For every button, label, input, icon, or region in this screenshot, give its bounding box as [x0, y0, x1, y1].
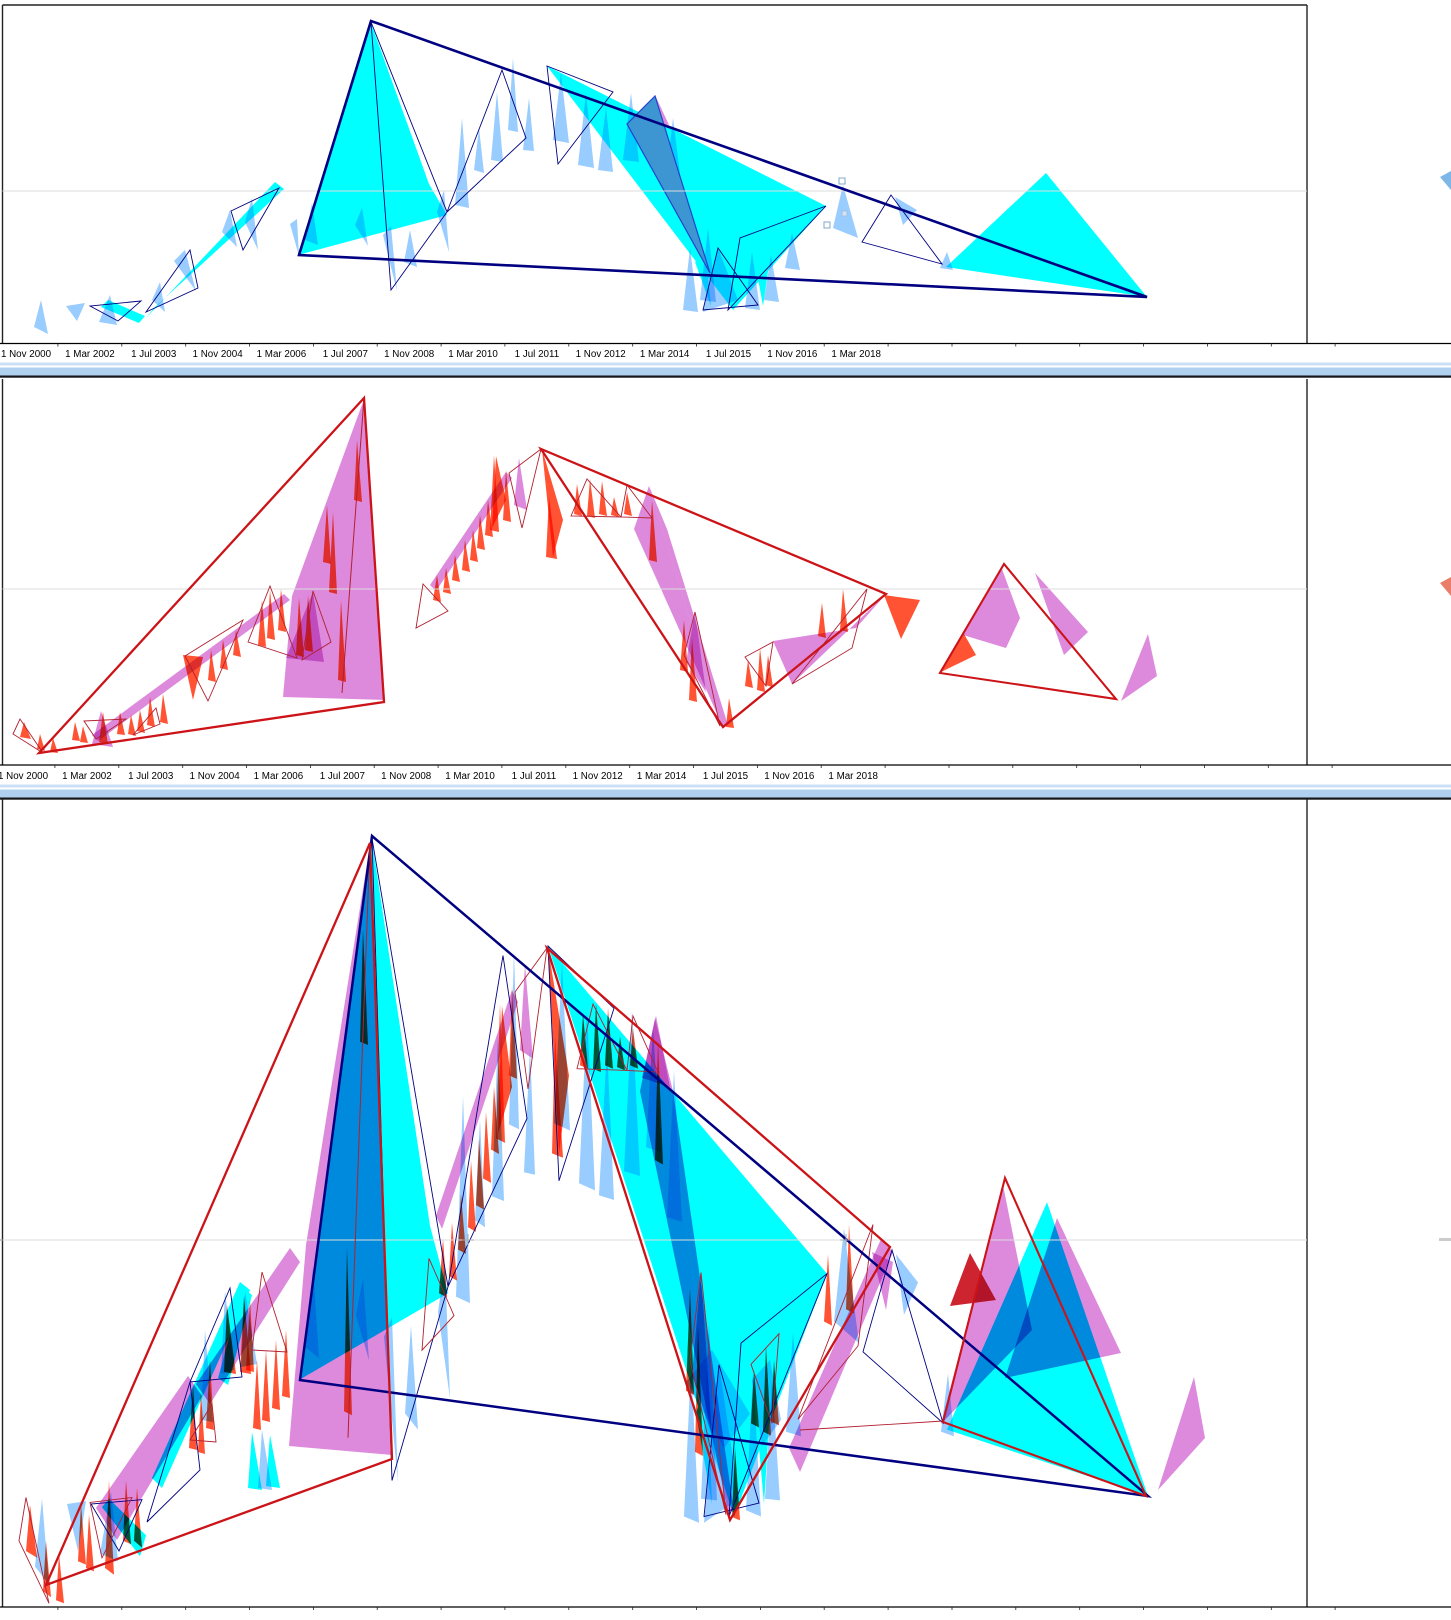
- svg-text:1 Jul 2007: 1 Jul 2007: [323, 349, 368, 360]
- svg-text:1 Mar 2018: 1 Mar 2018: [828, 771, 878, 782]
- svg-text:1 Jul 2011: 1 Jul 2011: [512, 771, 556, 782]
- svg-text:1 Jul 2011: 1 Jul 2011: [515, 349, 559, 360]
- svg-text:1 Nov 2012: 1 Nov 2012: [576, 349, 626, 360]
- svg-text:1 Nov 2004: 1 Nov 2004: [193, 349, 244, 360]
- svg-text:1 Nov 2008: 1 Nov 2008: [381, 771, 432, 782]
- svg-text:1 Mar 2006: 1 Mar 2006: [254, 771, 304, 782]
- svg-text:1 Jul 2003: 1 Jul 2003: [128, 771, 174, 782]
- svg-text:1 Nov 2016: 1 Nov 2016: [764, 771, 815, 782]
- svg-text:1 Nov 2004: 1 Nov 2004: [190, 771, 241, 782]
- svg-text:1 Mar 2018: 1 Mar 2018: [831, 349, 881, 360]
- svg-text:1 Mar 2014: 1 Mar 2014: [640, 349, 690, 360]
- svg-text:1 Nov 2012: 1 Nov 2012: [573, 771, 623, 782]
- svg-text:1 Jul 2003: 1 Jul 2003: [131, 349, 177, 360]
- svg-text:1 Mar 2014: 1 Mar 2014: [637, 771, 687, 782]
- svg-text:1 Mar 2010: 1 Mar 2010: [445, 771, 495, 782]
- svg-text:1 Nov 2016: 1 Nov 2016: [767, 349, 818, 360]
- svg-text:1 Mar 2002: 1 Mar 2002: [65, 349, 115, 360]
- svg-text:1 Nov 2000: 1 Nov 2000: [1, 349, 52, 360]
- svg-text:1 Nov 2000: 1 Nov 2000: [0, 771, 49, 782]
- svg-text:1 Mar 2006: 1 Mar 2006: [257, 349, 307, 360]
- svg-text:1 Nov 2008: 1 Nov 2008: [384, 349, 435, 360]
- svg-text:1 Jul 2007: 1 Jul 2007: [320, 771, 365, 782]
- svg-text:1 Jul 2015: 1 Jul 2015: [706, 349, 752, 360]
- svg-text:1 Mar 2002: 1 Mar 2002: [62, 771, 112, 782]
- svg-text:1 Mar 2010: 1 Mar 2010: [448, 349, 498, 360]
- svg-text:1 Jul 2015: 1 Jul 2015: [703, 771, 749, 782]
